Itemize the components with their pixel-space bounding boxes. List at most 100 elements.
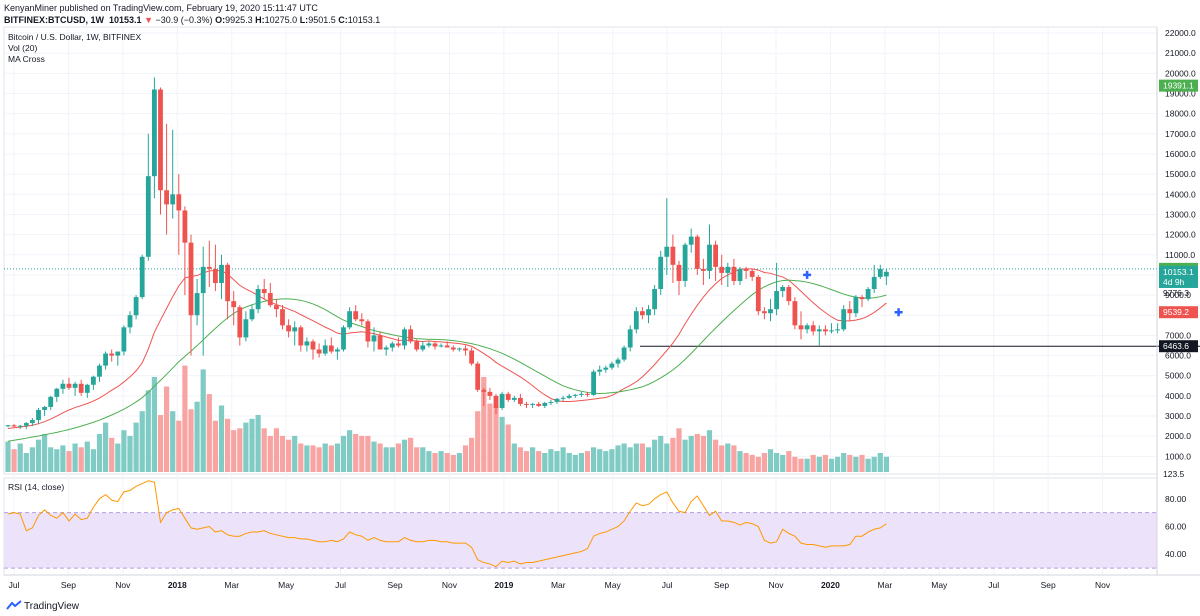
- volume-bar: [133, 422, 139, 472]
- candle-body: [377, 335, 383, 350]
- candle-body: [487, 391, 493, 396]
- candle-body: [810, 325, 816, 332]
- candle-body: [743, 268, 749, 271]
- volume-bar: [743, 453, 749, 472]
- candle-body: [42, 406, 47, 410]
- candle-body: [396, 343, 401, 346]
- volume-bar: [176, 420, 182, 472]
- candle-body: [127, 315, 133, 328]
- volume-bar: [865, 458, 871, 472]
- candle-body: [633, 311, 639, 330]
- volume-bar: [90, 449, 96, 472]
- candle-body: [17, 425, 23, 427]
- candle-body: [121, 327, 127, 352]
- volume-bar: [249, 418, 255, 472]
- candle-body: [725, 266, 731, 273]
- candle-body: [841, 309, 847, 330]
- time-tick-label: May: [605, 580, 622, 590]
- candle-body: [676, 264, 682, 281]
- volume-bar: [786, 451, 792, 472]
- volume-bar: [273, 428, 279, 472]
- time-tick-label: Nov: [115, 580, 131, 590]
- volume-bar: [5, 441, 11, 472]
- candle-body: [658, 256, 664, 290]
- volume-bar: [60, 445, 66, 472]
- volume-bar: [316, 447, 322, 472]
- candle-body: [432, 343, 438, 347]
- volume-bar: [475, 411, 481, 472]
- price-tick-label: 22000.0: [1165, 28, 1196, 38]
- volume-bar: [682, 439, 688, 472]
- volume-bar: [578, 453, 584, 472]
- candle-body: [237, 307, 243, 338]
- candle-body: [560, 397, 566, 399]
- candle-body: [182, 210, 188, 243]
- tradingview-logo-icon[interactable]: [6, 600, 22, 610]
- candle-body: [566, 395, 572, 398]
- time-tick-label: Nov: [442, 580, 458, 590]
- volume-bar: [334, 443, 340, 472]
- volume-bar: [493, 405, 499, 472]
- candle-body: [286, 325, 291, 332]
- candle-body: [274, 305, 279, 310]
- candle-body: [682, 244, 688, 281]
- volume-bar: [408, 437, 414, 472]
- volume-bar: [438, 451, 444, 472]
- candle-body: [206, 266, 212, 269]
- time-tick-label: May: [278, 580, 295, 590]
- volume-bar: [96, 434, 103, 472]
- candle-body: [335, 349, 340, 352]
- candle-body: [316, 349, 322, 354]
- volume-bar: [231, 430, 237, 472]
- price-tick-label: 19000.0: [1165, 89, 1196, 99]
- candle-body: [402, 329, 407, 346]
- volume-bar: [725, 443, 731, 472]
- time-tick-label: Jul: [988, 580, 999, 590]
- candle-body: [347, 311, 352, 328]
- legend-entry: Bitcoin / U.S. Dollar, 1W, BITFINEX: [8, 32, 142, 42]
- candle-body: [54, 388, 60, 397]
- volume-bar: [170, 411, 176, 472]
- volume-bar: [767, 449, 774, 472]
- volume-bar: [847, 454, 853, 472]
- volume-bar: [298, 443, 304, 472]
- candle-body: [322, 345, 328, 354]
- volume-bar: [200, 369, 206, 472]
- candle-body: [463, 348, 468, 351]
- candle-body: [438, 345, 444, 347]
- candle-body: [554, 398, 560, 402]
- volume-bar: [774, 453, 780, 472]
- volume-bar: [664, 443, 670, 472]
- volume-bar: [365, 435, 371, 472]
- volume-bar: [499, 416, 505, 472]
- candle-body: [713, 244, 718, 267]
- price-badge: 6463.6: [1163, 341, 1189, 351]
- volume-bar: [414, 447, 420, 472]
- volume-bar: [164, 386, 170, 472]
- candle-body: [133, 297, 139, 316]
- volume-bar: [810, 454, 816, 472]
- candle-body: [591, 371, 596, 395]
- candle-body: [371, 335, 377, 342]
- volume-bar: [194, 401, 200, 472]
- candle-body: [499, 393, 505, 408]
- volume-bar: [828, 458, 835, 472]
- volume-bar: [536, 451, 542, 472]
- candle-body: [780, 287, 786, 292]
- price-tick-label: 11000.0: [1165, 250, 1195, 260]
- volume-bar: [304, 445, 310, 472]
- candle-body: [292, 327, 298, 332]
- footer-brand[interactable]: TradingView: [24, 601, 80, 612]
- candle-body: [389, 343, 395, 348]
- time-tick-label: Mar: [878, 580, 893, 590]
- volume-bar: [401, 439, 408, 472]
- candle-body: [518, 397, 523, 404]
- chart-canvas[interactable]: 1000.0 2000.0 3000.0 4000.0 5000.0 6000.0 7000…: [0, 0, 1200, 596]
- price-pane: [3, 26, 1158, 475]
- candle-body: [731, 266, 737, 281]
- symbol-ohlc-line: BITFINEX:BTCUSD, 1W 10153.1 ▼ −30.9 (−0.…: [4, 14, 380, 26]
- volume-bar: [255, 415, 261, 472]
- volume-bar: [292, 435, 298, 472]
- volume-bar: [749, 454, 755, 472]
- volume-bar: [487, 403, 493, 472]
